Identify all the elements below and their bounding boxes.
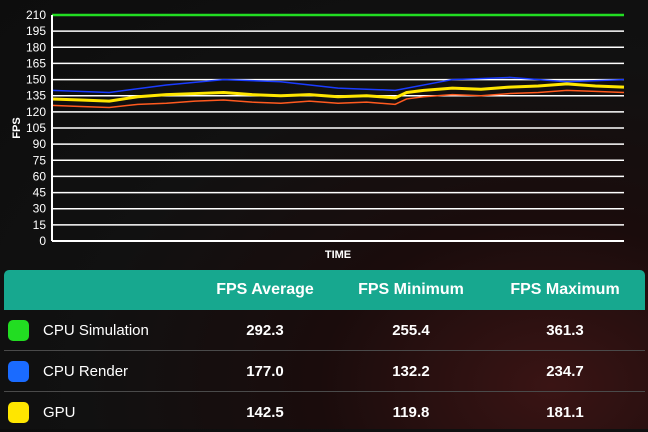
x-axis-title: TIME — [325, 249, 351, 261]
row-label: GPU — [43, 403, 76, 421]
y-axis-ticks: 0 15 30 45 60 75 90 105 120 135 150 165 180 195 210 — [26, 8, 46, 248]
row-label: CPU Simulation — [43, 321, 149, 339]
y-tick-label: 150 — [26, 73, 46, 87]
fps-minimum-value: 119.8 — [392, 403, 430, 421]
legend-swatch-gpu — [8, 401, 29, 423]
fps-chart: 0 15 30 45 60 75 90 105 120 135 150 165 180 195 210 TI… — [11, 8, 625, 261]
y-tick-label: 15 — [33, 218, 47, 232]
table-row: GPU 142.5 119.8 181.1 — [4, 392, 645, 432]
fps-minimum-value: 132.2 — [392, 362, 430, 380]
fps-average-value: 142.5 — [246, 403, 284, 421]
table-header: FPS Average FPS Minimum FPS Maximum — [4, 270, 645, 310]
fps-average-value: 292.3 — [246, 321, 284, 339]
y-tick-label: 180 — [26, 40, 46, 54]
y-tick-label: 195 — [26, 24, 46, 38]
y-tick-label: 210 — [26, 8, 46, 22]
table-row: CPU Simulation 292.3 255.4 361.3 — [4, 310, 645, 351]
y-tick-label: 165 — [26, 56, 46, 70]
table-row: CPU Render 177.0 132.2 234.7 — [4, 351, 645, 392]
fps-table: FPS Average FPS Minimum FPS Maximum CPU … — [4, 270, 645, 432]
header-fps-maximum: FPS Maximum — [510, 281, 620, 298]
header-fps-minimum: FPS Minimum — [358, 281, 464, 298]
y-tick-label: 135 — [26, 89, 46, 103]
legend-swatch-cpu-render — [8, 360, 29, 382]
header-fps-average: FPS Average — [216, 281, 314, 298]
series-line-cpu-render — [51, 76, 625, 94]
y-tick-label: 90 — [33, 137, 47, 151]
y-tick-label: 0 — [39, 234, 46, 248]
y-tick-label: 120 — [26, 105, 46, 119]
series-line-gpu — [51, 82, 625, 103]
chart-gridlines — [52, 14, 624, 242]
y-tick-label: 60 — [33, 169, 47, 183]
y-tick-label: 30 — [33, 202, 47, 216]
y-tick-label: 75 — [33, 153, 47, 167]
legend-swatch-cpu-simulation — [8, 319, 29, 341]
fps-maximum-value: 361.3 — [546, 321, 584, 339]
y-axis-title: FPS — [11, 117, 23, 138]
chart-series — [51, 13, 625, 109]
series-line-minimum — [51, 89, 625, 109]
fps-maximum-value: 234.7 — [546, 362, 584, 380]
row-name-cell: GPU — [4, 401, 200, 423]
y-tick-label: 45 — [33, 186, 47, 200]
y-tick-label: 105 — [26, 121, 46, 135]
fps-minimum-value: 255.4 — [392, 321, 430, 339]
fps-maximum-value: 181.1 — [546, 403, 584, 421]
row-label: CPU Render — [43, 362, 129, 380]
fps-average-value: 177.0 — [246, 362, 284, 380]
row-name-cell: CPU Render — [4, 360, 200, 382]
row-name-cell: CPU Simulation — [4, 319, 200, 341]
